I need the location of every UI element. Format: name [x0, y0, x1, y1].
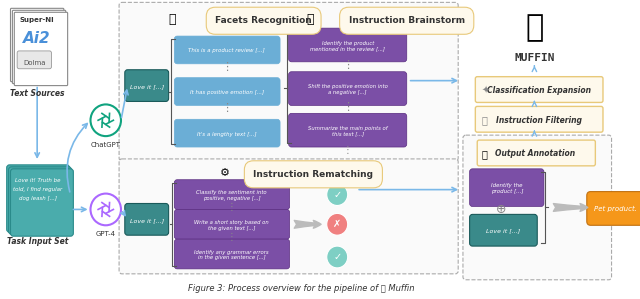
Text: Instruction Filtering: Instruction Filtering — [496, 116, 582, 125]
Text: ⋮: ⋮ — [221, 62, 232, 72]
FancyBboxPatch shape — [174, 78, 280, 106]
Text: Output Annotation: Output Annotation — [495, 150, 575, 158]
FancyBboxPatch shape — [470, 169, 544, 207]
FancyBboxPatch shape — [289, 113, 407, 147]
Circle shape — [90, 104, 121, 136]
Text: ⋮: ⋮ — [342, 60, 353, 70]
Text: Ai2: Ai2 — [23, 31, 51, 46]
Text: Facets Recognition: Facets Recognition — [215, 16, 312, 25]
Text: Classification Expansion: Classification Expansion — [487, 86, 591, 95]
Text: Pet product.: Pet product. — [594, 205, 637, 211]
Text: Love it! Truth be: Love it! Truth be — [15, 178, 61, 183]
FancyBboxPatch shape — [6, 165, 70, 232]
Text: ⋮: ⋮ — [227, 202, 236, 213]
Text: ⚙️: ⚙️ — [220, 168, 230, 178]
Text: 🔧: 🔧 — [482, 115, 488, 125]
Text: ✗: ✗ — [333, 219, 341, 229]
Circle shape — [90, 193, 121, 225]
Circle shape — [327, 213, 348, 235]
FancyBboxPatch shape — [587, 192, 640, 225]
Text: Love it [...]: Love it [...] — [129, 84, 164, 89]
FancyBboxPatch shape — [119, 2, 458, 161]
Text: Super-NI: Super-NI — [20, 17, 54, 23]
Text: 🔍: 🔍 — [169, 13, 176, 26]
FancyBboxPatch shape — [463, 135, 612, 280]
FancyBboxPatch shape — [174, 180, 289, 209]
Text: ChatGPT: ChatGPT — [91, 142, 121, 148]
Text: ✓: ✓ — [333, 252, 341, 262]
Text: ✦: ✦ — [482, 86, 490, 96]
Text: MUFFIN: MUFFIN — [514, 53, 555, 63]
FancyBboxPatch shape — [174, 36, 280, 64]
FancyBboxPatch shape — [12, 10, 66, 84]
FancyBboxPatch shape — [174, 119, 280, 147]
Text: dog leash [...]: dog leash [...] — [19, 196, 57, 201]
FancyBboxPatch shape — [476, 77, 603, 103]
FancyBboxPatch shape — [289, 72, 407, 106]
Text: Classify the sentiment into
positive, negative [...]: Classify the sentiment into positive, ne… — [196, 190, 267, 201]
Text: ⋮: ⋮ — [343, 145, 353, 155]
FancyBboxPatch shape — [125, 204, 168, 235]
FancyBboxPatch shape — [8, 167, 72, 234]
Text: Love it [...]: Love it [...] — [486, 229, 520, 234]
Circle shape — [327, 184, 348, 205]
FancyBboxPatch shape — [10, 169, 74, 236]
Text: 📝: 📝 — [482, 149, 488, 159]
FancyBboxPatch shape — [125, 70, 168, 101]
Text: ⊕: ⊕ — [496, 203, 506, 216]
Text: GPT-4: GPT-4 — [96, 231, 116, 237]
Text: It's a lengthy text [...]: It's a lengthy text [...] — [197, 132, 257, 137]
FancyBboxPatch shape — [17, 51, 51, 69]
FancyBboxPatch shape — [174, 239, 289, 269]
Text: ⋮: ⋮ — [342, 102, 353, 112]
FancyBboxPatch shape — [14, 12, 68, 86]
Text: Task Input Set: Task Input Set — [8, 237, 69, 246]
Text: Instruction Rematching: Instruction Rematching — [253, 170, 373, 179]
Text: ⋮: ⋮ — [221, 103, 232, 113]
Text: Figure 3: Process overview for the pipeline of 🧁 Muffin: Figure 3: Process overview for the pipel… — [188, 284, 414, 293]
Text: ⋮: ⋮ — [227, 232, 236, 242]
Text: told, I find regular: told, I find regular — [13, 187, 63, 192]
Text: Write a short story based on
the given text [...]: Write a short story based on the given t… — [194, 220, 269, 231]
FancyBboxPatch shape — [174, 209, 289, 239]
FancyBboxPatch shape — [119, 159, 458, 274]
Text: Identify any grammar errors
in the given sentence [...]: Identify any grammar errors in the given… — [194, 250, 269, 260]
Text: ✓: ✓ — [333, 190, 341, 199]
FancyBboxPatch shape — [10, 8, 64, 82]
Text: It has positive emotion [...]: It has positive emotion [...] — [189, 90, 264, 95]
Text: Summarize the main points of
this text [...]: Summarize the main points of this text [… — [308, 126, 387, 137]
Text: Identify the
product [...]: Identify the product [...] — [490, 183, 523, 194]
Text: This is a product review [...]: This is a product review [...] — [188, 48, 265, 54]
FancyBboxPatch shape — [289, 28, 407, 62]
FancyBboxPatch shape — [477, 140, 595, 166]
Text: 🧠: 🧠 — [307, 13, 314, 26]
Text: Dolma: Dolma — [23, 60, 45, 66]
FancyBboxPatch shape — [476, 106, 603, 132]
Text: Love it [...]: Love it [...] — [129, 218, 164, 223]
Text: Text Sources: Text Sources — [10, 89, 65, 97]
Text: Instruction Brainstorm: Instruction Brainstorm — [349, 16, 465, 25]
Text: Identify the product
mentioned in the review [...]: Identify the product mentioned in the re… — [310, 41, 385, 51]
Circle shape — [327, 246, 348, 268]
Text: Shift the positive emotion into
a negative [...]: Shift the positive emotion into a negati… — [308, 84, 388, 95]
FancyBboxPatch shape — [470, 214, 537, 246]
Text: 🧁: 🧁 — [525, 13, 543, 42]
